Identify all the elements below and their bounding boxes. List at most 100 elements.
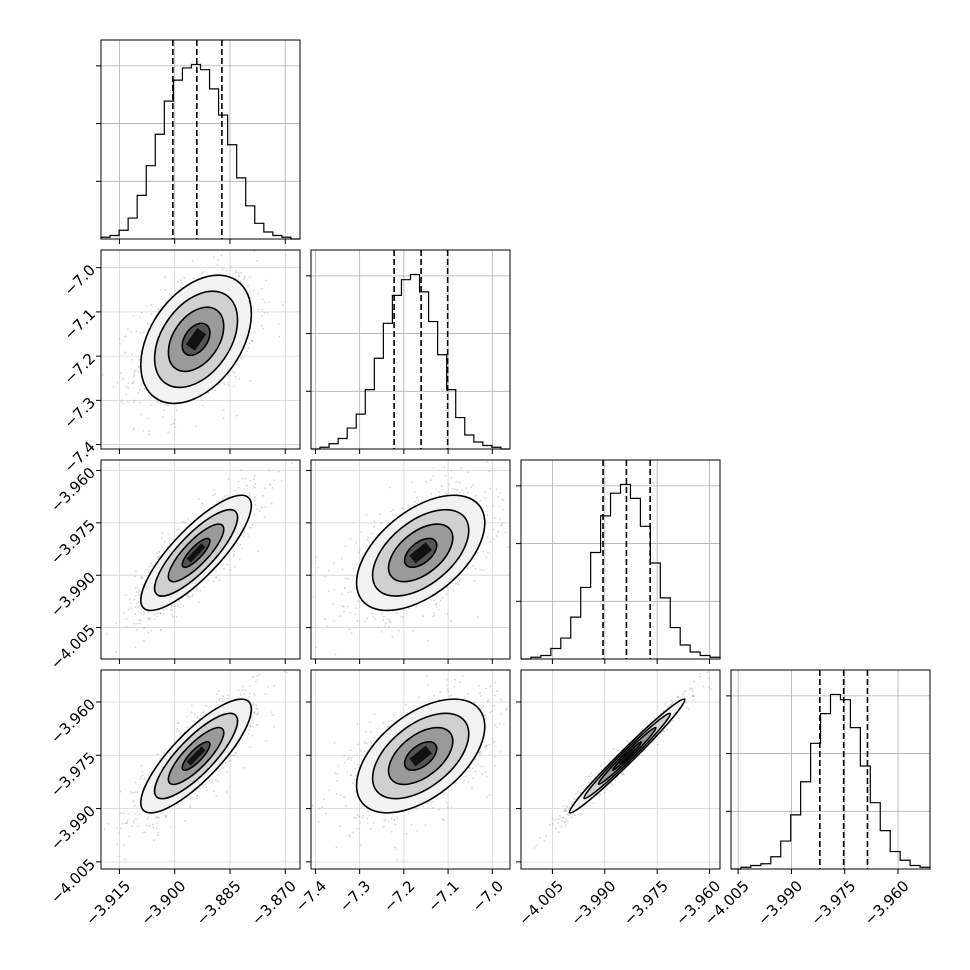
scatter-point — [253, 712, 256, 715]
scatter-point — [169, 744, 172, 747]
scatter-point — [357, 600, 360, 603]
scatter-point — [240, 469, 242, 472]
scatter-point — [360, 530, 362, 533]
panel-frame — [310, 459, 511, 660]
scatter-point — [136, 622, 139, 625]
scatter-point — [228, 760, 231, 762]
scatter-point — [249, 692, 251, 694]
scatter-point — [160, 812, 163, 814]
scatter-point — [249, 724, 252, 727]
scatter-point — [379, 513, 382, 516]
scatter-point — [156, 552, 159, 554]
scatter-point — [122, 403, 124, 405]
scatter-point — [130, 824, 133, 827]
scatter-point — [156, 816, 158, 818]
scatter-point — [118, 338, 121, 340]
scatter-point — [134, 595, 136, 598]
scatter-point — [354, 607, 357, 609]
scatter-point — [458, 481, 461, 484]
scatter-point — [495, 535, 498, 537]
scatter-panel-3-1 — [311, 670, 510, 869]
scatter-point — [171, 609, 173, 612]
scatter-point — [247, 732, 250, 735]
scatter-point — [176, 604, 179, 606]
scatter-point — [178, 600, 181, 603]
scatter-point — [125, 618, 128, 621]
scatter-point — [202, 503, 204, 506]
scatter-point — [186, 518, 189, 520]
scatter-point — [147, 773, 150, 776]
scatter-point — [182, 604, 185, 607]
scatter-point — [251, 704, 254, 707]
scatter-point — [119, 812, 122, 814]
scatter-point — [466, 471, 469, 474]
scatter-point — [474, 567, 477, 570]
scatter-point — [145, 824, 148, 827]
scatter-point — [173, 605, 176, 607]
scatter-point — [359, 549, 361, 551]
scatter-point — [117, 855, 120, 858]
scatter-point — [224, 761, 227, 764]
scatter-point — [133, 804, 136, 807]
scatter-point — [349, 538, 352, 540]
scatter-point — [444, 474, 447, 477]
scatter-point — [394, 513, 397, 516]
scatter-point — [162, 608, 165, 611]
scatter-point — [134, 575, 136, 578]
scatter-point — [504, 531, 507, 534]
scatter-point — [231, 370, 234, 372]
scatter-point — [452, 589, 455, 592]
scatter-point — [545, 436, 547, 438]
scatter-point — [242, 535, 245, 538]
scatter-point — [143, 778, 146, 780]
scatter-point — [196, 794, 199, 797]
scatter-point — [215, 794, 218, 797]
scatter-point — [127, 387, 130, 390]
scatter-point — [158, 816, 160, 819]
scatter-point — [234, 375, 237, 378]
scatter-point — [150, 562, 152, 565]
scatter-point — [253, 330, 256, 333]
scatter-point — [451, 487, 454, 490]
scatter-point — [244, 531, 246, 534]
scatter-point — [233, 566, 236, 568]
scatter-point — [169, 293, 171, 295]
scatter-point — [268, 484, 271, 486]
scatter-point — [269, 483, 272, 486]
scatter-point — [407, 504, 410, 506]
scatter-point — [435, 488, 437, 491]
scatter-point — [223, 495, 226, 498]
scatter-point — [150, 618, 152, 620]
scatter-point — [175, 409, 178, 411]
scatter-point — [500, 524, 502, 527]
scatter-point — [124, 351, 127, 354]
scatter-point — [120, 372, 122, 374]
scatter-point — [374, 618, 377, 620]
scatter-point — [392, 509, 394, 511]
scatter-point — [195, 797, 198, 800]
scatter-point — [333, 619, 335, 622]
scatter-point — [132, 382, 135, 385]
scatter-point — [343, 606, 345, 608]
scatter-point — [160, 305, 163, 308]
scatter-point — [221, 697, 224, 700]
scatter-point — [218, 579, 221, 582]
scatter-point — [479, 500, 482, 502]
scatter-point — [119, 790, 122, 793]
scatter-point — [233, 489, 236, 492]
scatter-point — [190, 711, 193, 714]
scatter-point — [133, 820, 135, 822]
scatter-point — [341, 568, 344, 571]
scatter-point — [230, 759, 233, 762]
scatter-point — [484, 497, 487, 500]
scatter-panel-1-0 — [101, 250, 300, 449]
scatter-point — [140, 577, 143, 580]
scatter-point — [489, 711, 492, 714]
scatter-point — [340, 557, 343, 560]
scatter-point — [232, 555, 235, 557]
scatter-point — [501, 498, 504, 501]
scatter-point — [142, 429, 145, 432]
scatter-point — [273, 685, 276, 687]
scatter-point — [473, 701, 476, 704]
scatter-point — [179, 606, 182, 609]
